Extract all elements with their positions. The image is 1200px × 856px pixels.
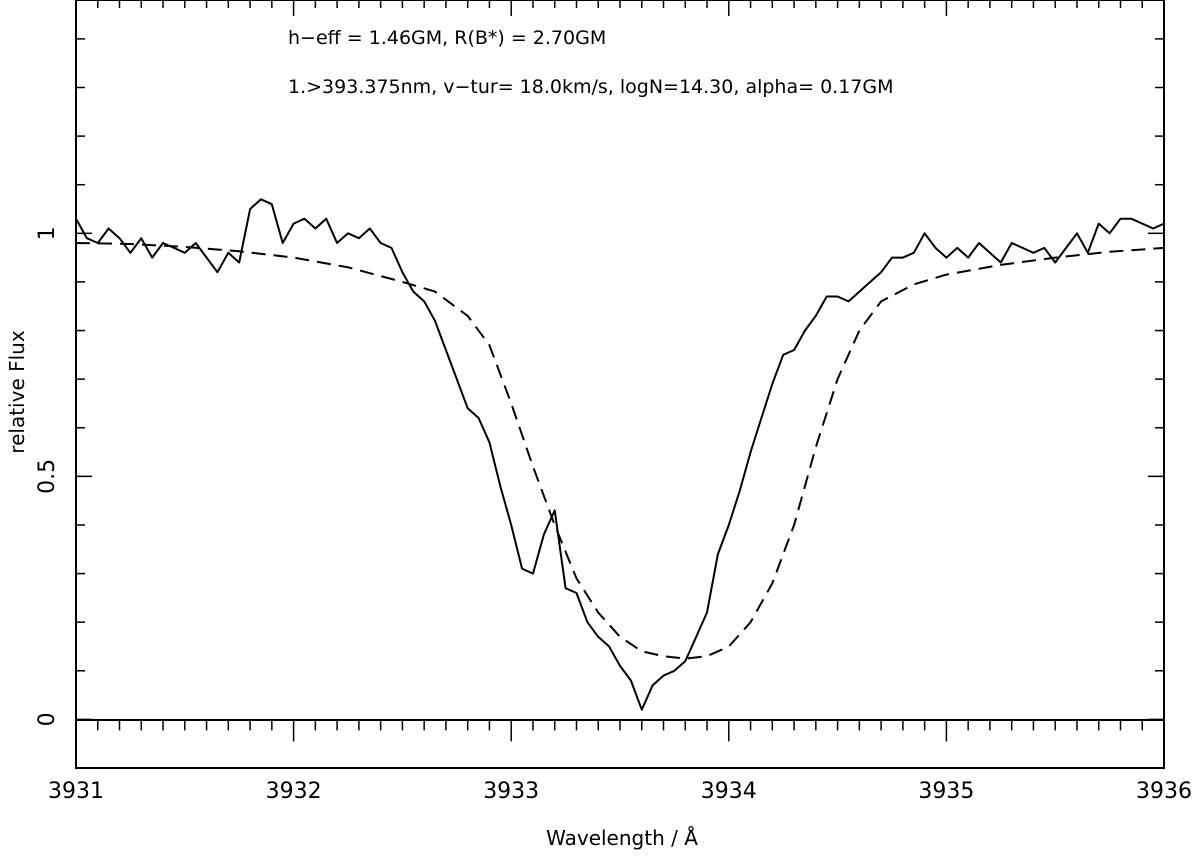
y-axis-label: relative Flux	[5, 330, 29, 454]
plot-frame	[75, 0, 1165, 769]
x-tick-label: 3934	[701, 779, 757, 804]
x-tick-label: 3931	[48, 779, 104, 804]
x-ticks	[75, 0, 1165, 742]
y-tick-labels: 00.51	[35, 226, 60, 726]
observed-spectrum-line	[75, 198, 1165, 711]
x-tick-label: 3935	[918, 779, 974, 804]
x-tick-label: 3936	[1136, 779, 1192, 804]
y-tick-label: 0.5	[35, 459, 60, 494]
y-tick-label: 0	[35, 712, 60, 726]
x-tick-labels: 3931 3932 3933 3934 3935 3936	[48, 779, 1192, 804]
x-tick-label: 3933	[483, 779, 539, 804]
annotation-line-1: h−eff = 1.46GM, R(B*) = 2.70GM	[288, 27, 606, 49]
model-fit-line	[75, 242, 1165, 660]
annotation-line-2: 1.>393.375nm, v−tur= 18.0km/s, logN=14.3…	[288, 76, 894, 98]
y-ticks	[76, 38, 1164, 721]
y-tick-label: 1	[35, 226, 60, 240]
x-tick-label: 3932	[266, 779, 322, 804]
x-axis-label: Wavelength / Å	[546, 826, 698, 850]
series-layer	[75, 198, 1165, 711]
